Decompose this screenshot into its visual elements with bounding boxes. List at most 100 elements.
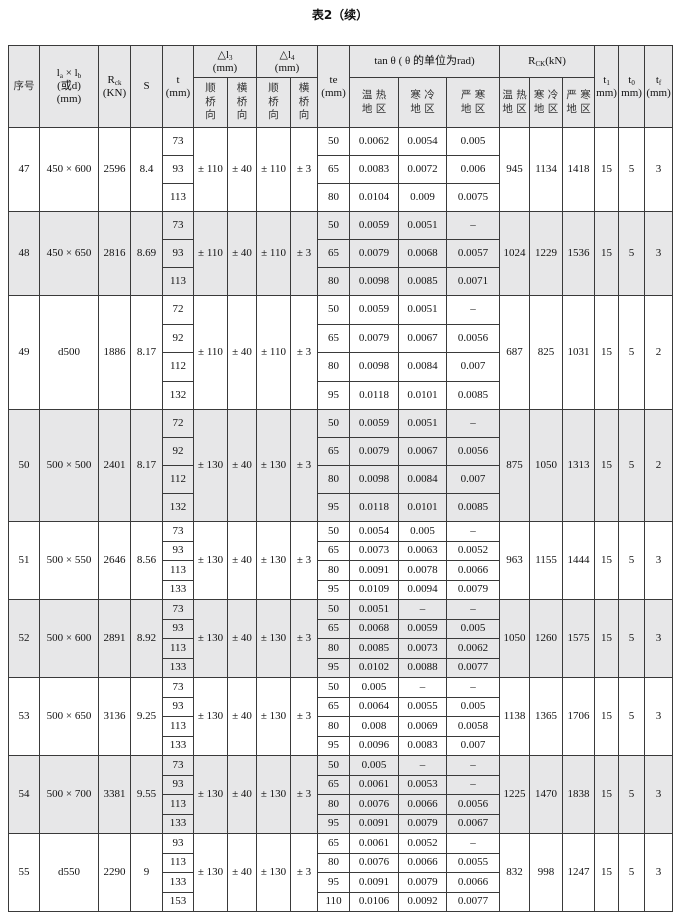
cell-rck-warm: 945 (499, 127, 531, 212)
cell-s: 8.17 (130, 295, 163, 410)
cell-dl4-long: ± 130 (256, 677, 292, 756)
cell-tan-warm: 0.0061 (349, 774, 400, 795)
cell-te: 50 (317, 295, 351, 325)
cell-t1: 15 (594, 833, 620, 912)
cell-tan-warm: 0.0098 (349, 267, 400, 296)
cell-dl3-long: ± 110 (193, 295, 228, 410)
cell-tan-severe: – (446, 295, 501, 325)
header-rck-severe: 严 寒 地 区 (562, 77, 596, 128)
header-no: 序号 (8, 45, 40, 128)
cell-te: 95 (317, 579, 351, 600)
cell-size: 500 × 650 (39, 677, 99, 756)
cell-no: 48 (8, 211, 40, 296)
cell-tan-severe: 0.007 (446, 735, 501, 756)
cell-t: 73 (162, 677, 194, 698)
cell-te: 65 (317, 239, 351, 268)
cell-tf: 2 (644, 295, 674, 410)
cell-s: 8.56 (130, 521, 163, 600)
cell-rck-severe: 1313 (562, 409, 596, 522)
cell-t1: 15 (594, 127, 620, 212)
cell-tan-severe: 0.007 (446, 465, 501, 494)
cell-tan-cold: 0.0088 (398, 657, 448, 678)
cell-tan-cold: 0.0079 (398, 813, 448, 834)
cell-dl4-long: ± 130 (256, 599, 292, 678)
cell-dl4-trans: ± 3 (290, 755, 319, 834)
cell-te: 80 (317, 465, 351, 494)
header-tan-cold: 寒 冷 地 区 (398, 77, 448, 128)
cell-t: 93 (162, 696, 194, 717)
cell-dl3-trans: ± 40 (226, 409, 258, 522)
table-row: 113 80 0.008 0.0069 0.0058 (9, 716, 673, 737)
cell-tan-severe: 0.0057 (446, 239, 501, 268)
cell-t1: 15 (594, 677, 620, 756)
cell-te: 65 (317, 437, 351, 466)
cell-t: 133 (162, 579, 194, 600)
cell-no: 51 (8, 521, 40, 600)
cell-te: 65 (317, 696, 351, 717)
cell-tan-cold: 0.0066 (398, 852, 448, 873)
cell-te: 95 (317, 493, 351, 522)
table-row: 51 500 × 550 2646 8.56 73 ± 130 ± 40 ± 130 ± 3 50… (8, 521, 674, 600)
header-dl3-trans: 横桥向 (226, 77, 258, 128)
cell-tan-cold: – (398, 677, 448, 698)
cell-no: 52 (8, 599, 40, 678)
cell-t: 112 (162, 465, 194, 494)
table-row: 93 65 0.0068 0.0059 0.005 (9, 618, 673, 639)
cell-dl4-long: ± 110 (256, 295, 292, 410)
cell-t: 113 (162, 794, 194, 815)
cell-tan-cold: 0.0055 (398, 696, 448, 717)
cell-tf: 3 (644, 521, 674, 600)
cell-tan-warm: 0.0051 (349, 599, 400, 620)
cell-t: 73 (162, 599, 194, 620)
cell-dl4-long: ± 110 (256, 127, 292, 212)
table-row: 53 500 × 650 3136 9.25 73 ± 130 ± 40 ± 130 ± 3 50… (8, 677, 674, 756)
cell-te: 50 (317, 755, 351, 776)
table-row: 50 500 × 500 2401 8.17 72 ± 130 ± 40 ± 130 ± 3 50… (8, 409, 674, 522)
cell-te: 50 (317, 677, 351, 698)
cell-no: 49 (8, 295, 40, 410)
cell-tan-warm: 0.0091 (349, 560, 400, 581)
cell-rck-warm: 687 (499, 295, 531, 410)
cell-rck: 2646 (98, 521, 131, 600)
cell-dl4-long: ± 110 (256, 211, 292, 296)
cell-s: 9.25 (130, 677, 163, 756)
cell-tan-warm: 0.0109 (349, 579, 400, 600)
cell-tan-warm: 0.0079 (349, 323, 400, 353)
cell-tan-severe: 0.006 (446, 155, 501, 184)
cell-tan-severe: – (446, 599, 501, 620)
cell-tan-severe: – (446, 409, 501, 438)
cell-t0: 5 (618, 755, 646, 834)
cell-t: 133 (162, 813, 194, 834)
cell-te: 80 (317, 560, 351, 581)
cell-tan-cold: 0.0078 (398, 560, 448, 581)
cell-te: 95 (317, 872, 351, 893)
cell-dl3-trans: ± 40 (226, 521, 258, 600)
cell-t1: 15 (594, 295, 620, 410)
cell-t0: 5 (618, 833, 646, 912)
cell-size: 500 × 550 (39, 521, 99, 600)
cell-dl3-long: ± 130 (193, 409, 228, 522)
cell-dl3-long: ± 130 (193, 755, 228, 834)
cell-tan-severe: 0.005 (446, 618, 501, 639)
cell-tan-warm: 0.0102 (349, 657, 400, 678)
table-row: 113 80 0.0085 0.0073 0.0062 (9, 638, 673, 659)
table-row: 113 80 0.0076 0.0066 0.0056 (9, 794, 673, 815)
cell-s: 9.55 (130, 755, 163, 834)
cell-dl3-long: ± 130 (193, 521, 228, 600)
cell-t: 133 (162, 657, 194, 678)
cell-tan-warm: 0.008 (349, 716, 400, 737)
cell-tan-cold: 0.0063 (398, 540, 448, 561)
cell-te: 50 (317, 409, 351, 438)
table-row: 93 65 0.0061 0.0053– (9, 774, 673, 795)
table-row: 113 80 0.0098 0.0085 0.0071 (9, 267, 673, 296)
cell-tan-severe: 0.0079 (446, 579, 501, 600)
cell-dl4-long: ± 130 (256, 521, 292, 600)
cell-t0: 5 (618, 211, 646, 296)
cell-rck-severe: 1247 (562, 833, 596, 912)
header-tan-severe: 严 寒 地 区 (446, 77, 501, 128)
cell-rck-warm: 963 (499, 521, 531, 600)
cell-rck-severe: 1418 (562, 127, 596, 212)
cell-size: 500 × 600 (39, 599, 99, 678)
cell-tan-severe: 0.005 (446, 696, 501, 717)
header-dl4: △l4 (mm) (256, 45, 319, 78)
